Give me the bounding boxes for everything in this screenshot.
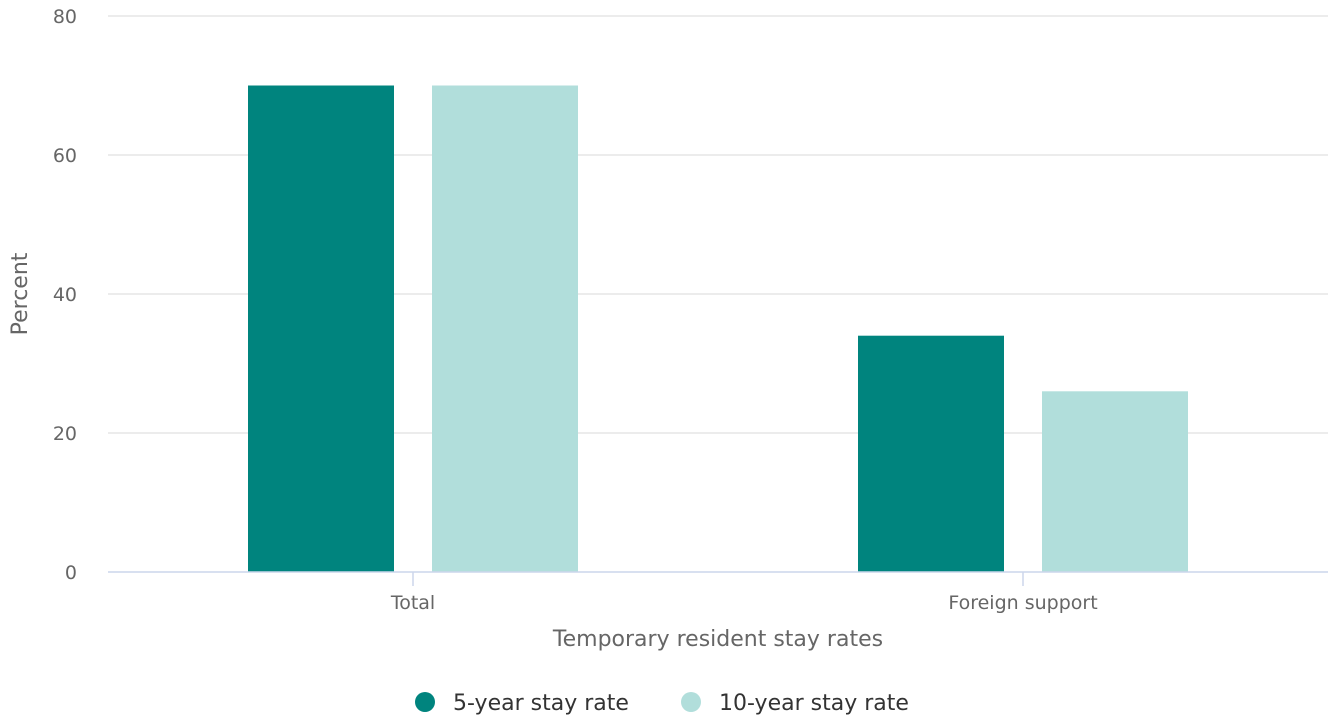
bar [1042,391,1188,572]
x-tick-label: Total [390,592,435,614]
y-axis-ticks: 0 20 40 60 80 [53,6,77,584]
legend-marker [415,692,435,712]
bar [432,85,578,572]
x-axis-ticks: Total Foreign support [390,572,1098,614]
legend-item[interactable]: 5-year stay rate [415,691,629,716]
legend-label: 5-year stay rate [453,691,629,716]
y-tick-label: 80 [53,6,77,28]
x-tick-label: Foreign support [948,592,1097,614]
legend-label: 10-year stay rate [719,691,909,716]
y-tick-label: 60 [53,145,77,167]
y-axis-title: Percent [8,252,33,335]
y-tick-label: 0 [65,562,77,584]
bar [248,85,394,572]
legend: 5-year stay rate 10-year stay rate [415,691,909,716]
legend-item[interactable]: 10-year stay rate [681,691,909,716]
x-axis-title: Temporary resident stay rates [552,627,883,652]
y-tick-label: 20 [53,423,77,445]
y-tick-label: 40 [53,284,77,306]
legend-marker [681,692,701,712]
bar [858,335,1004,572]
bars [248,85,1188,572]
